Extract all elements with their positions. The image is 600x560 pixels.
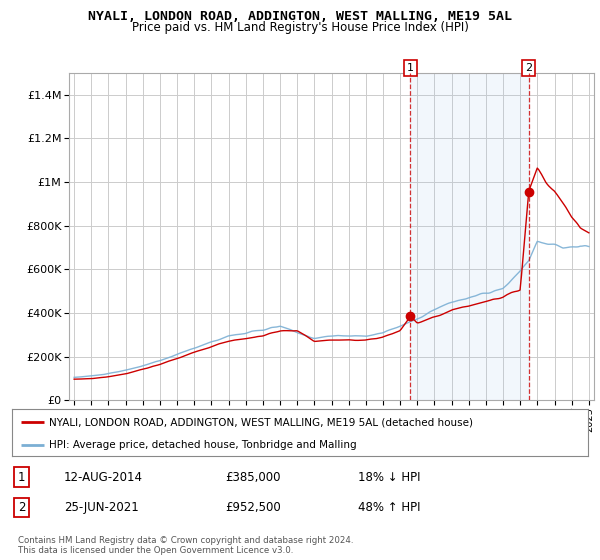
Text: 25-JUN-2021: 25-JUN-2021 (64, 501, 139, 514)
Text: 2: 2 (525, 63, 532, 73)
Text: HPI: Average price, detached house, Tonbridge and Malling: HPI: Average price, detached house, Tonb… (49, 440, 357, 450)
Text: Contains HM Land Registry data © Crown copyright and database right 2024.
This d: Contains HM Land Registry data © Crown c… (18, 536, 353, 555)
Text: 1: 1 (18, 470, 25, 484)
Text: 18% ↓ HPI: 18% ↓ HPI (358, 470, 420, 484)
Text: £385,000: £385,000 (225, 470, 281, 484)
Text: 1: 1 (407, 63, 414, 73)
Bar (410, 73, 529, 400)
Text: £952,500: £952,500 (225, 501, 281, 514)
Text: 2: 2 (18, 501, 25, 514)
Text: 12-AUG-2014: 12-AUG-2014 (64, 470, 143, 484)
Text: NYALI, LONDON ROAD, ADDINGTON, WEST MALLING, ME19 5AL: NYALI, LONDON ROAD, ADDINGTON, WEST MALL… (88, 10, 512, 23)
Text: NYALI, LONDON ROAD, ADDINGTON, WEST MALLING, ME19 5AL (detached house): NYALI, LONDON ROAD, ADDINGTON, WEST MALL… (49, 417, 473, 427)
Text: Price paid vs. HM Land Registry's House Price Index (HPI): Price paid vs. HM Land Registry's House … (131, 21, 469, 34)
Text: 48% ↑ HPI: 48% ↑ HPI (358, 501, 420, 514)
